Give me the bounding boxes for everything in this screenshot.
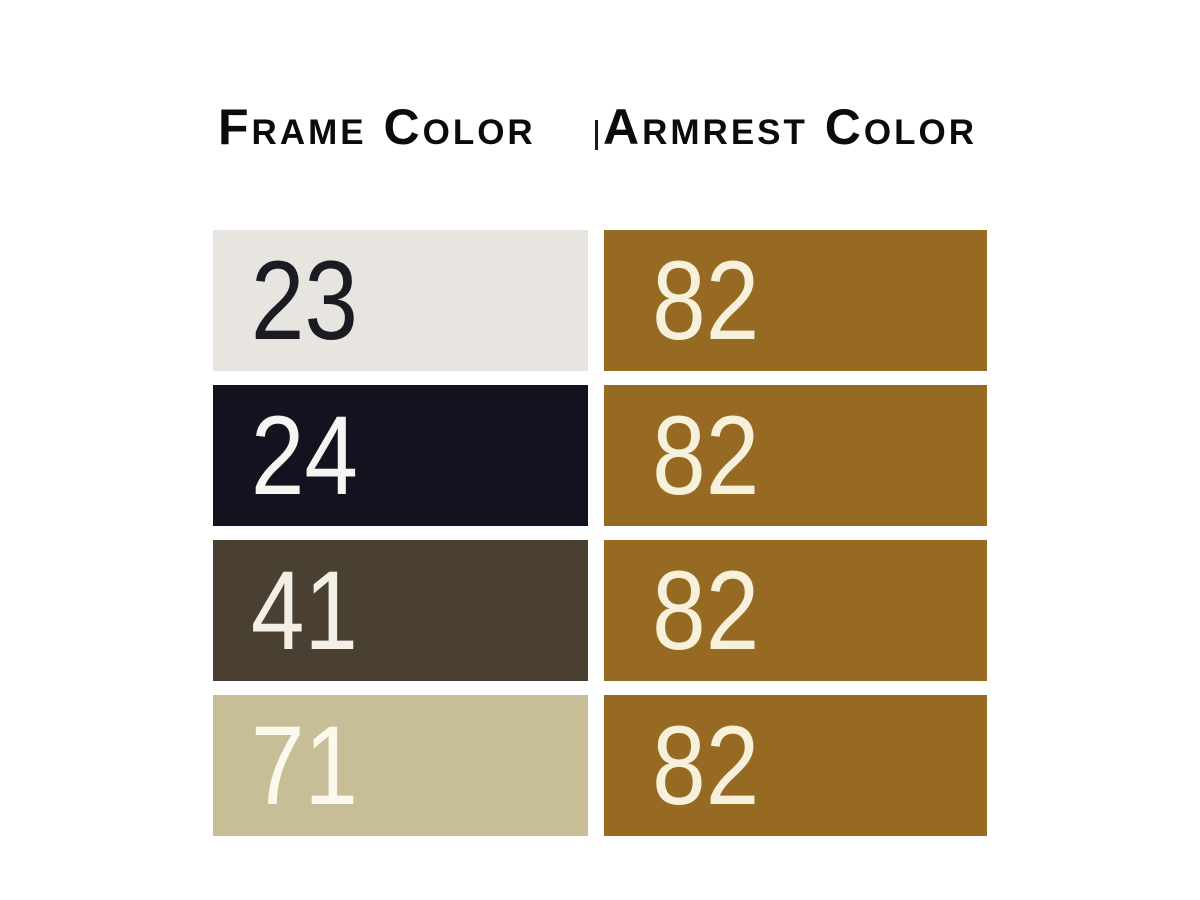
swatch-code-label: 82: [652, 702, 760, 828]
armrest-color-header: Armrest Color: [595, 102, 977, 152]
frame-color-header: Frame Color: [218, 102, 536, 152]
swatch-code-label: 82: [652, 392, 760, 518]
swatch-code-label: 41: [250, 547, 358, 673]
swatch-code-label: 82: [652, 237, 760, 363]
header-divider: [595, 120, 598, 150]
frame-color-swatch[interactable]: 41: [213, 540, 588, 681]
armrest-color-swatch[interactable]: 82: [604, 230, 987, 371]
frame-color-swatch[interactable]: 24: [213, 385, 588, 526]
frame-color-swatch[interactable]: 23: [213, 230, 588, 371]
swatch-code-label: 23: [250, 237, 358, 363]
swatch-code-label: 24: [250, 392, 358, 518]
swatch-code-label: 82: [652, 547, 760, 673]
swatch-grid: 23 82 24 82 41 82 71 82: [213, 230, 987, 836]
armrest-color-header-label: Armrest Color: [603, 99, 977, 155]
armrest-color-swatch[interactable]: 82: [604, 385, 987, 526]
frame-color-header-label: Frame Color: [218, 99, 536, 155]
swatch-code-label: 71: [250, 702, 358, 828]
armrest-color-swatch[interactable]: 82: [604, 695, 987, 836]
armrest-color-swatch[interactable]: 82: [604, 540, 987, 681]
frame-color-swatch[interactable]: 71: [213, 695, 588, 836]
